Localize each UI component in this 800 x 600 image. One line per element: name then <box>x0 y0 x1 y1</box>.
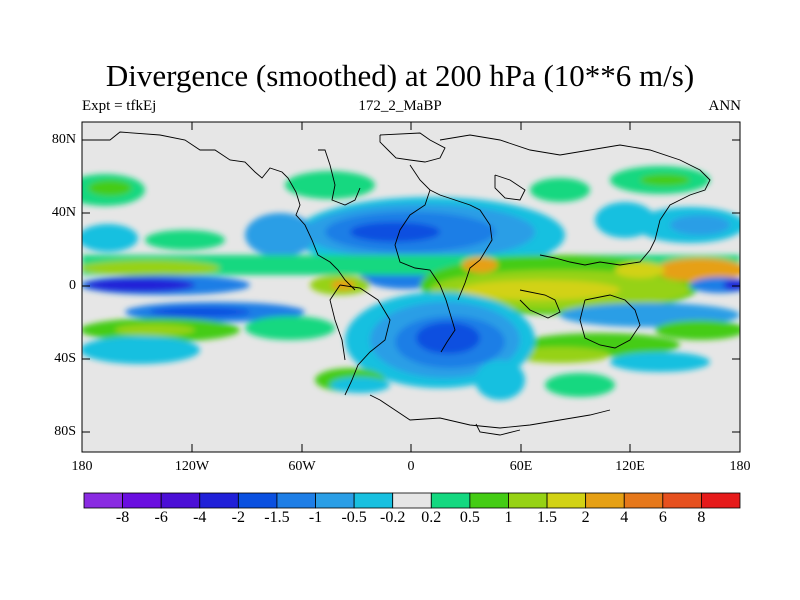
lon-ticks <box>191 122 631 452</box>
case-label: 172_2_MaBP <box>358 98 442 114</box>
lat-label-80s: 80S <box>54 424 76 439</box>
colorbar-label: -1 <box>308 509 323 526</box>
lon-label-180w: 180 <box>71 459 93 474</box>
colorbar-swatch <box>546 492 587 509</box>
region-south-negative-core <box>416 322 480 354</box>
colorbar-swatch <box>701 492 741 509</box>
colorbar-label: -6 <box>154 509 168 526</box>
colorbar-label: 0.5 <box>459 509 480 526</box>
colorbar-label: -0.2 <box>380 509 406 526</box>
lat-label-40n: 40N <box>51 205 76 220</box>
colorbar <box>83 492 741 509</box>
lon-label-120e: 120E <box>615 459 645 474</box>
colorbar-swatch <box>430 492 471 509</box>
colorbar-label: 0.2 <box>421 509 442 526</box>
colorbar-swatch <box>83 492 123 509</box>
colorbar-label: -1.5 <box>264 509 290 526</box>
colorbar-label: 8 <box>697 509 706 526</box>
lon-label-180e: 180 <box>729 459 751 474</box>
colorbar-label: -4 <box>193 509 207 526</box>
lon-label-60e: 60E <box>509 459 533 474</box>
colorbar-swatch <box>122 492 162 509</box>
colorbar-label: -2 <box>231 509 245 526</box>
coastlines <box>82 131 711 436</box>
colorbar-swatch <box>353 492 394 509</box>
lat-label-40s: 40S <box>54 351 76 366</box>
region-pacific-strong-negative <box>85 278 195 292</box>
lat-label-80n: 80N <box>51 132 76 147</box>
colorbar-swatch <box>662 492 702 509</box>
divergence-field <box>82 122 740 452</box>
season-label: ANN <box>708 98 742 114</box>
experiment-label: Expt = tfkEj <box>82 98 157 114</box>
colorbar-label: 1.5 <box>537 509 558 526</box>
colorbar-label: 2 <box>581 509 590 526</box>
lon-label-60w: 60W <box>288 459 316 474</box>
lon-label-0: 0 <box>407 459 415 474</box>
colorbar-swatch <box>315 492 355 509</box>
colorbar-swatch <box>508 492 548 509</box>
colorbar-label: -0.5 <box>341 509 367 526</box>
colorbar-label: 4 <box>620 509 629 526</box>
lat-label-0: 0 <box>69 278 76 293</box>
colorbar-swatch <box>585 492 625 509</box>
lat-ticks <box>82 139 740 433</box>
colorbar-label: -8 <box>115 509 130 526</box>
colorbar-swatch <box>276 492 316 509</box>
colorbar-label: 1 <box>504 509 513 526</box>
lon-label-120w: 120W <box>174 459 210 474</box>
colorbar-swatch <box>392 492 432 509</box>
colorbar-swatch <box>237 492 278 509</box>
colorbar-swatch <box>160 492 201 509</box>
colorbar-label: 6 <box>658 509 667 526</box>
colorbar-swatch <box>199 492 239 509</box>
colorbar-swatch <box>623 492 664 509</box>
colorbar-swatch <box>469 492 509 509</box>
map-title: Divergence (smoothed) at 200 hPa (10**6 … <box>105 58 695 93</box>
